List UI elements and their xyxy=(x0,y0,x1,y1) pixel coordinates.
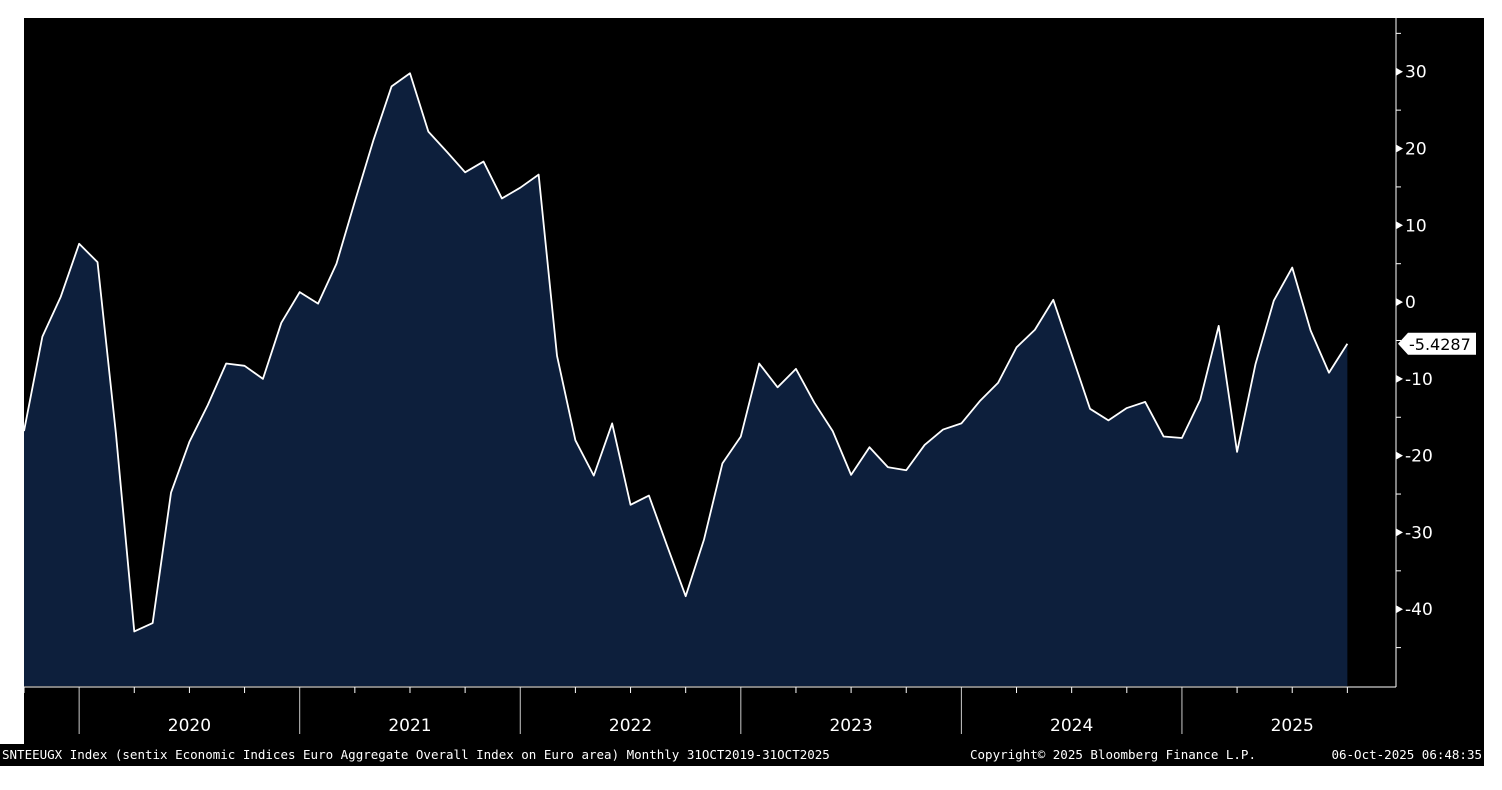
y-tick-marker xyxy=(1396,221,1403,230)
y-tick-label: 10 xyxy=(1405,216,1427,236)
sentix-chart: 30 20 10 0 -10 -20 -30 -40 -5.4287 2020 2021 2022 20… xyxy=(23,18,1484,744)
y-tick-label: -30 xyxy=(1405,523,1433,543)
series-line xyxy=(23,72,1349,633)
y-tick-marker xyxy=(1396,451,1403,460)
footer-description: SNTEEUGX Index (sentix Economic Indices … xyxy=(2,747,830,762)
y-tick-marker xyxy=(1396,67,1403,76)
y-tick-marker xyxy=(1396,528,1403,537)
y-tick-label: 0 xyxy=(1405,293,1416,313)
last-value-badge xyxy=(1398,332,1476,355)
series-area-fill xyxy=(24,73,1348,686)
x-year-label: 2025 xyxy=(1271,716,1314,736)
y-tick-marker xyxy=(1396,374,1403,383)
y-tick-label: -20 xyxy=(1405,447,1433,467)
footer-timestamp: 06-Oct-2025 06:48:35 xyxy=(1331,747,1482,762)
axis-layer: 30 20 10 0 -10 -20 -30 -40 -5.4287 2020 2021 2022 20… xyxy=(23,18,1476,736)
y-tick-marker xyxy=(1396,144,1403,153)
area-layer xyxy=(23,72,1349,686)
y-tick-label: 30 xyxy=(1405,63,1427,83)
y-tick-marker xyxy=(1396,605,1403,614)
y-tick-label: -40 xyxy=(1405,600,1433,620)
x-year-label: 2020 xyxy=(168,716,211,736)
footer-copyright: Copyright© 2025 Bloomberg Finance L.P. xyxy=(970,747,1256,762)
y-tick-marker xyxy=(1396,298,1403,307)
x-year-label: 2023 xyxy=(829,716,872,736)
y-tick-label: 20 xyxy=(1405,140,1427,160)
y-tick-label: -10 xyxy=(1405,370,1433,390)
chart-footer: SNTEEUGX Index (sentix Economic Indices … xyxy=(0,744,1484,766)
x-year-label: 2022 xyxy=(609,716,652,736)
last-value-label: -5.4287 xyxy=(1409,335,1471,354)
x-year-label: 2024 xyxy=(1050,716,1093,736)
x-year-label: 2021 xyxy=(388,716,431,736)
